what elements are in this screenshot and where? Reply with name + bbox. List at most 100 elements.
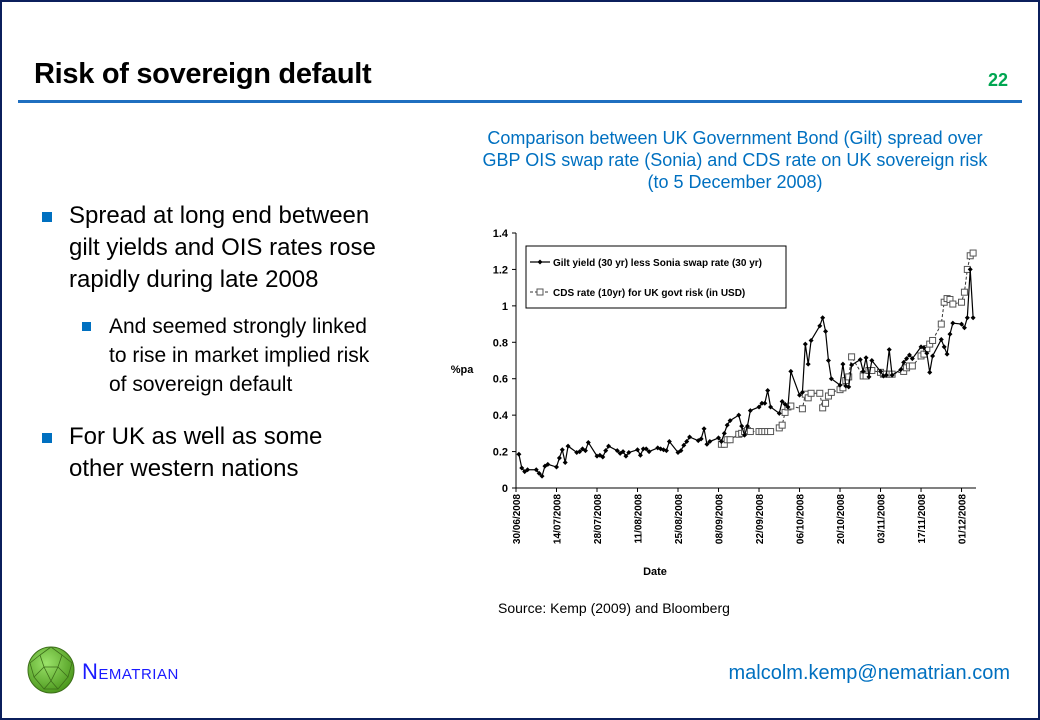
gilt-data-point bbox=[802, 341, 808, 347]
gilt-data-point bbox=[698, 436, 704, 442]
gilt-data-point bbox=[562, 460, 568, 465]
gilt-data-point bbox=[718, 439, 724, 445]
legend-cds-marker bbox=[536, 288, 544, 296]
cds-data-point bbox=[960, 288, 968, 296]
x-tick-label: 01/12/2008 bbox=[958, 494, 969, 544]
cds-data-point bbox=[845, 373, 853, 381]
gilt-data-point bbox=[640, 446, 646, 452]
gilt-data-point bbox=[886, 347, 892, 353]
gilt-data-point bbox=[837, 382, 843, 388]
gilt-data-point bbox=[582, 448, 588, 454]
gilt-data-point bbox=[797, 392, 803, 398]
gilt-data-point bbox=[536, 470, 542, 476]
gilt-data-point bbox=[646, 449, 652, 455]
y-tick-label: 0.2 bbox=[493, 447, 508, 459]
y-tick-label: 1.2 bbox=[493, 264, 508, 276]
gilt-data-point bbox=[866, 374, 872, 380]
y-tick-label: 1 bbox=[502, 301, 508, 313]
gilt-data-point bbox=[782, 401, 788, 407]
x-tick-label: 30/06/2008 bbox=[512, 494, 523, 544]
cds-data-point bbox=[767, 428, 775, 436]
cds-data-point bbox=[969, 249, 977, 257]
gilt-data-point bbox=[687, 434, 693, 440]
gilt-data-point bbox=[889, 372, 895, 378]
gilt-data-point bbox=[823, 328, 829, 334]
bullet-list: Spread at long end between gilt yields a… bbox=[40, 200, 380, 507]
cds-data-point bbox=[827, 388, 835, 396]
gilt-data-point bbox=[930, 353, 936, 359]
gilt-data-point bbox=[909, 356, 915, 362]
x-tick-label: 11/08/2008 bbox=[634, 494, 645, 544]
gilt-data-point bbox=[623, 453, 629, 459]
x-tick-label: 14/07/2008 bbox=[553, 494, 564, 544]
gilt-data-point bbox=[637, 452, 643, 458]
gilt-data-point bbox=[846, 384, 852, 390]
gilt-data-point bbox=[825, 358, 831, 363]
gilt-data-point bbox=[768, 404, 774, 410]
gilt-data-point bbox=[762, 400, 768, 406]
gilt-data-point bbox=[959, 321, 965, 327]
cds-data-point bbox=[949, 300, 957, 308]
gilt-data-point bbox=[707, 439, 713, 445]
gilt-data-point bbox=[828, 376, 834, 382]
gilt-data-point bbox=[603, 448, 609, 454]
legend-box bbox=[525, 245, 787, 309]
cds-data-point bbox=[816, 389, 824, 397]
gilt-data-point bbox=[883, 372, 889, 378]
y-tick-label: 0 bbox=[502, 483, 508, 495]
gilt-data-point bbox=[878, 368, 884, 374]
gilt-data-point bbox=[785, 404, 791, 410]
gilt-data-point bbox=[869, 358, 875, 363]
gilt-data-point bbox=[944, 351, 950, 357]
gilt-data-point bbox=[539, 473, 545, 479]
legend-gilt-label: Gilt yield (30 yr) less Sonia swap rate … bbox=[553, 258, 762, 269]
cds-data-point bbox=[868, 367, 876, 375]
gilt-data-point bbox=[776, 410, 782, 416]
gilt-data-point bbox=[744, 423, 750, 429]
x-tick-label: 22/09/2008 bbox=[755, 494, 766, 544]
x-tick-label: 03/11/2008 bbox=[877, 494, 888, 544]
x-tick-label: 06/10/2008 bbox=[796, 494, 807, 544]
gilt-data-point bbox=[921, 345, 927, 351]
cds-data-point bbox=[778, 421, 786, 429]
gilt-data-point bbox=[788, 368, 794, 374]
gilt-data-point bbox=[559, 447, 565, 453]
page-number: 22 bbox=[987, 70, 1008, 90]
y-axis-label: %pa bbox=[451, 364, 475, 376]
gilt-data-point bbox=[805, 361, 811, 367]
gilt-data-point bbox=[519, 465, 525, 471]
brand-name: Nematrian bbox=[82, 659, 179, 684]
nematrian-logo-icon bbox=[27, 646, 75, 694]
y-tick-label: 0.4 bbox=[493, 410, 509, 422]
legend-cds-label: CDS rate (10yr) for UK govt risk (in USD… bbox=[553, 288, 745, 299]
cds-data-point bbox=[848, 353, 856, 361]
gilt-data-point bbox=[941, 344, 947, 350]
gilt-data-point bbox=[840, 361, 846, 367]
sub-bullet-item: And seemed strongly linked to rise in ma… bbox=[80, 312, 380, 399]
gilt-data-point bbox=[643, 446, 649, 452]
gilt-data-point bbox=[906, 352, 912, 358]
gilt-data-point bbox=[614, 448, 620, 454]
gilt-data-point bbox=[947, 331, 953, 337]
bullet-item: Spread at long end between gilt yields a… bbox=[40, 200, 380, 296]
contact-email[interactable]: malcolm.kemp@nematrian.com bbox=[728, 662, 1011, 684]
gilt-data-point bbox=[701, 426, 707, 432]
gilt-data-point bbox=[678, 448, 684, 454]
cds-data-point bbox=[726, 436, 734, 444]
gilt-data-point bbox=[970, 315, 976, 321]
gilt-data-point bbox=[704, 441, 710, 447]
cds-data-point bbox=[958, 298, 966, 306]
gilt-data-point bbox=[756, 404, 762, 410]
gilt-data-point bbox=[661, 447, 667, 453]
gilt-data-point bbox=[533, 467, 539, 473]
gilt-data-point bbox=[556, 455, 562, 461]
gilt-data-point bbox=[525, 467, 531, 473]
y-tick-label: 1.4 bbox=[493, 228, 509, 240]
gilt-data-point bbox=[860, 368, 866, 374]
title-divider bbox=[18, 100, 1022, 103]
line-chart: 0 0.2 0.4 0.6 0.8 1 1.2 1.4 30/06/2008 14/07/2008… bbox=[451, 228, 977, 578]
x-tick-label: 08/09/2008 bbox=[715, 494, 726, 544]
x-tick-label: 25/08/2008 bbox=[674, 494, 685, 544]
gilt-data-point bbox=[585, 439, 591, 445]
cds-data-point bbox=[822, 399, 830, 407]
